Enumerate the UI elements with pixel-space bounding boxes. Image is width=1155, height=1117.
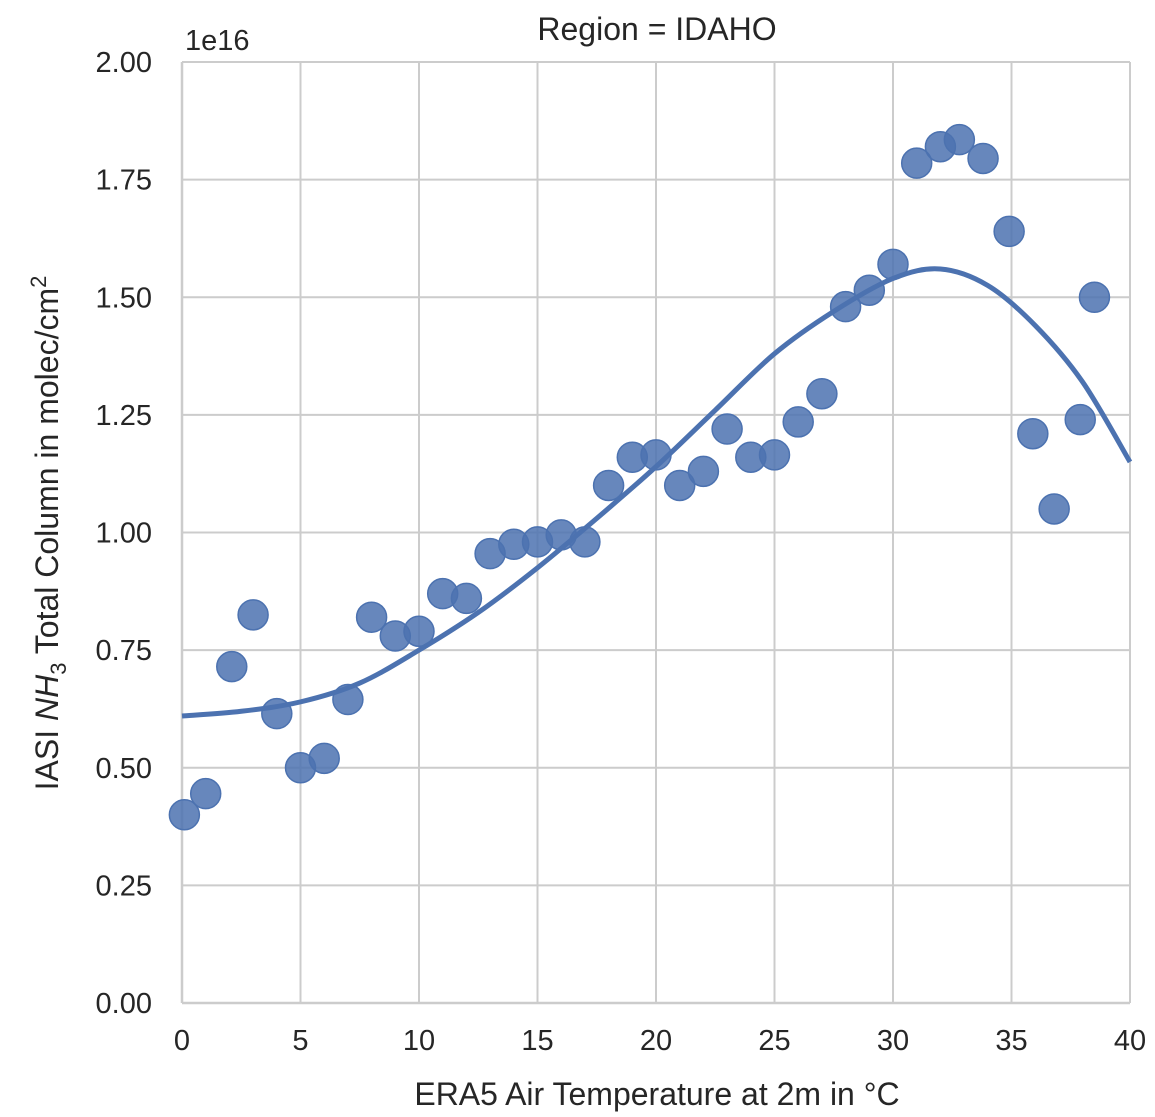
- axes-layer: [180, 62, 1130, 1005]
- data-point: [967, 142, 999, 175]
- data-point: [332, 683, 364, 716]
- x-tick-label: 35: [995, 1025, 1027, 1057]
- y-tick-label: 0.75: [96, 635, 152, 667]
- data-point: [640, 439, 672, 471]
- y-offset-text: 1e16: [185, 25, 250, 57]
- data-point: [853, 274, 886, 306]
- y-axis-label-middle: Total Column in molec/cm: [29, 288, 65, 663]
- data-point: [1064, 403, 1096, 436]
- y-tick-labels: 0.00 0.25 0.50 0.75 1.00 1.25 1.50 1.75 2.00: [96, 47, 152, 1020]
- data-point: [993, 215, 1025, 248]
- x-tick-label: 25: [758, 1025, 790, 1057]
- y-tick-label: 1.75: [96, 165, 152, 197]
- data-point: [687, 455, 720, 488]
- x-tick-label: 20: [640, 1025, 672, 1057]
- data-point: [189, 777, 222, 810]
- data-point: [355, 601, 388, 633]
- data-point: [261, 697, 293, 730]
- data-point: [403, 615, 435, 648]
- data-point: [663, 469, 696, 502]
- data-point: [216, 650, 248, 683]
- x-tick-label: 10: [403, 1025, 435, 1057]
- data-point: [237, 599, 269, 631]
- x-tick-label: 5: [292, 1025, 308, 1057]
- y-tick-label: 0.25: [96, 870, 152, 902]
- y-tick-label: 0.00: [96, 988, 152, 1020]
- y-axis-label-prefix: IASI: [29, 721, 65, 790]
- y-tick-label: 0.50: [96, 753, 152, 785]
- x-tick-label: 15: [521, 1025, 553, 1057]
- y-axis-label: IASI NH3 Total Column in molec/cm2: [26, 276, 71, 791]
- data-point: [900, 147, 933, 179]
- y-axis-label-subscript: 3: [46, 663, 71, 675]
- data-point: [782, 406, 814, 438]
- x-tick-label: 40: [1114, 1025, 1146, 1057]
- data-point: [877, 248, 909, 281]
- data-point: [943, 123, 976, 156]
- data-point: [308, 742, 340, 775]
- chart-title: Region = IDAHO: [537, 11, 776, 47]
- data-point: [1078, 281, 1111, 313]
- y-tick-label: 1.25: [96, 400, 152, 432]
- x-axis-label: ERA5 Air Temperature at 2m in °C: [414, 1076, 899, 1112]
- fit-curve-layer: [181, 266, 1133, 719]
- y-tick-label: 1.00: [96, 518, 152, 550]
- x-tick-label: 30: [877, 1025, 909, 1057]
- x-tick-labels: 0 5 10 15 20 25 30 35 40: [174, 1025, 1146, 1057]
- points-layer: [168, 123, 1111, 831]
- y-tick-label: 1.50: [96, 282, 152, 314]
- y-tick-label: 2.00: [96, 47, 152, 79]
- data-point: [1017, 417, 1049, 450]
- y-axis-label-superscript: 2: [26, 276, 51, 288]
- y-axis-label-species: NH: [29, 674, 65, 721]
- fit-curve: [181, 266, 1133, 719]
- data-point: [1038, 493, 1070, 525]
- data-point: [592, 469, 625, 502]
- data-point: [711, 413, 743, 445]
- x-tick-label: 0: [174, 1025, 190, 1057]
- data-point: [450, 582, 483, 615]
- data-point: [806, 377, 838, 410]
- data-point: [829, 290, 862, 323]
- grid-layer: [181, 61, 1131, 1004]
- data-point: [168, 799, 201, 831]
- data-point: [569, 526, 601, 558]
- data-point: [758, 439, 791, 471]
